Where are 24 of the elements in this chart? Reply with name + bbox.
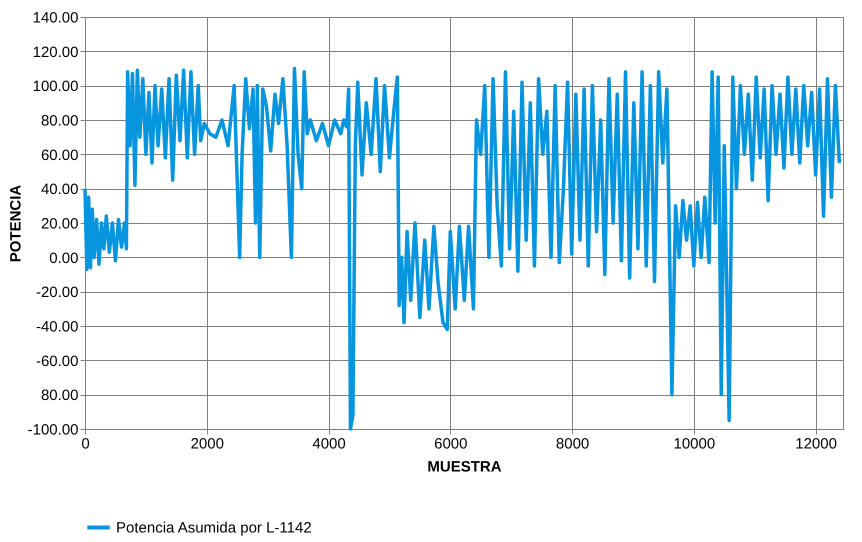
y-tick-label: 140.00	[32, 10, 78, 26]
x-axis-title: MUESTRA	[427, 458, 502, 476]
x-tick-label: 8000	[556, 436, 590, 452]
x-tick-label: 2000	[190, 436, 224, 452]
y-tick-label: -100.00	[28, 422, 78, 438]
y-axis-title: POTENCIA	[8, 184, 25, 262]
x-tick-label: 10000	[673, 436, 716, 452]
y-tick-label: 0.00	[49, 250, 78, 267]
y-tick-label: -60.00	[36, 352, 78, 370]
legend-label: Potencia Asumida por L-1142	[116, 520, 312, 536]
y-tick-label: -40.00	[36, 318, 78, 336]
y-tick-label: 120.00	[32, 44, 78, 61]
y-tick-label: 20.00	[40, 216, 78, 232]
x-tick-label: 6000	[434, 436, 468, 452]
x-tick-label: 12000	[795, 436, 837, 452]
y-tick-label: 80.00	[40, 112, 78, 130]
line-series	[83, 66, 842, 431]
y-tick-label: 100.00	[32, 78, 78, 96]
x-tick-label: 0	[81, 436, 90, 452]
y-tick-label: -20.00	[36, 284, 78, 302]
y-tick-label: 40.00	[40, 181, 78, 198]
y-tick-label: 80.00	[40, 387, 78, 404]
y-tick-label: 60.00	[40, 146, 78, 164]
x-tick-label: 4000	[312, 436, 346, 452]
